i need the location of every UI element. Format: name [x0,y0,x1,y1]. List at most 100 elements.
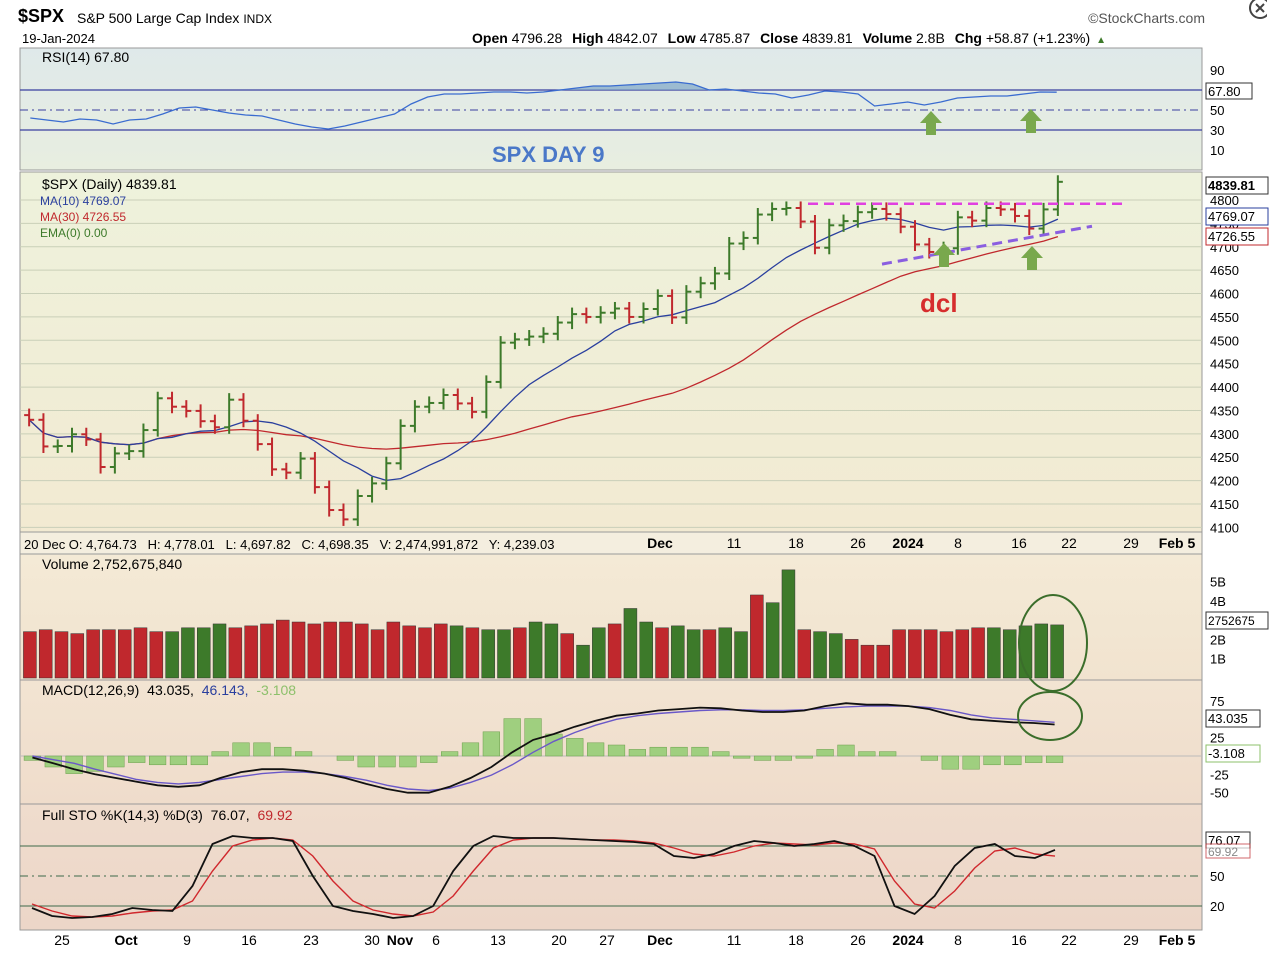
macd-histogram-bar [232,742,250,757]
x-axis-label: 9 [183,932,191,948]
sto-d-tag: 69.92 [1205,843,1251,859]
index-name: S&P 500 Large Cap Index INDX [77,10,272,26]
chart-date: 19-Jan-2024 [22,31,95,46]
rsi-plot [20,81,1202,135]
volume-bar [386,621,401,679]
volume-plot [23,569,1088,692]
volume-bar [370,629,385,679]
svg-text:-3.108: -3.108 [1208,746,1245,761]
volume-bar [987,627,1001,679]
open-label: Open [472,30,508,46]
volume-bar [702,629,717,679]
macd-histogram-bar [941,755,959,770]
volume-bar [639,621,653,679]
volume-bar [38,629,53,679]
macd-histogram-bar [858,751,876,757]
svg-text:4769.07: 4769.07 [1208,209,1255,224]
x-axis-label: Nov [387,932,414,948]
svg-text:2752675: 2752675 [1208,614,1255,628]
rsi-tick-label: 50 [1210,103,1224,118]
volume-bar [734,631,748,679]
volume-bar [465,627,480,679]
svg-text:69.92: 69.92 [1208,845,1238,859]
macd-histogram-bar [816,749,834,757]
macd-histogram-bar [128,755,146,763]
mid-axis-label: 22 [1061,535,1077,551]
close-icon[interactable] [1247,0,1269,20]
volume-bar [860,644,875,679]
volume-bar [797,629,811,679]
price-tick-label: 4800 [1210,193,1239,208]
mid-axis-label: 2024 [892,535,923,551]
rsi-tick-label: 10 [1210,143,1224,158]
price-tick-label: 4550 [1210,310,1239,325]
volume-bar [908,629,922,679]
mid-axis-label: 11 [727,535,742,551]
sto-tick-label: 20 [1210,899,1224,914]
volume-bar [781,569,796,679]
macd-histogram-bar [169,755,188,766]
sto-label: Full STO %K(14,3) %D(3) [42,807,203,823]
mid-axis-label: Dec [647,535,673,551]
macd-histogram-bar [1045,755,1064,763]
volume-bar [212,623,227,679]
volume-highlight-circle [1018,594,1088,692]
volume-tick-label: 1B [1210,652,1226,667]
volume-bar [513,627,527,679]
price-tick-label: 4200 [1210,474,1239,489]
macd-histogram-bar [712,751,730,757]
x-axis-label: 13 [490,932,506,948]
sto-tick-label: 50 [1210,869,1224,884]
dcl-annotation: dcl [920,288,958,318]
macd-histogram-bar [274,746,292,757]
grid-lines [20,199,1202,528]
x-axis-label: 27 [599,932,615,948]
up-arrow-icon [920,111,942,135]
macd-histogram-bar [753,755,772,761]
volume-bar [560,633,574,679]
chg-up-icon: ▲ [1096,35,1107,46]
volume-bar [117,629,132,679]
macd-histogram-bar [920,755,939,761]
volume-bar [323,621,337,679]
macd-histogram-bar [503,718,521,757]
stockcharts-logo[interactable]: ©StockCharts.com [1088,10,1205,26]
macd-panel-bg [19,679,1203,805]
macd-histogram-bar [524,718,542,757]
volume-bar [70,633,85,679]
sto-legend: Full STO %K(14,3) %D(3) 76.07, 69.92 [42,807,293,823]
volume-bar [623,608,638,679]
macd-histogram-bar [649,746,667,757]
close-value: 4839.81 [802,30,853,46]
hist-value: -3.108 [256,682,296,698]
price-tick-label: 4400 [1210,380,1239,395]
sto-d-value: 69.92 [258,807,293,823]
macd-histogram-bar [420,755,438,763]
price-legend-ma10: MA(10) 4769.07 [40,194,126,208]
volume-bar [655,627,669,679]
volume-bar [418,627,432,679]
sto-k-line [31,835,1056,919]
volume-bar [197,627,211,679]
info-bar: 20 Dec O: 4,764.73 H: 4,778.01 L: 4,697.… [24,537,555,552]
volume-bar [244,625,258,679]
macd-histogram-bar [336,755,354,761]
macd-histogram-bar [190,755,208,766]
x-axis-label: 25 [54,932,70,948]
chg-label: Chg [954,30,982,46]
chg-value: +58.87 (+1.23%) [985,30,1091,46]
close-label: Close [760,30,799,46]
price-tick-label: 4450 [1210,357,1239,372]
volume-bar [402,625,416,679]
price-tick-label: 4300 [1210,427,1239,442]
volume-tick-label: 5B [1210,574,1226,589]
macd-histogram-bar [107,755,125,768]
svg-text:43.035: 43.035 [1208,711,1248,726]
volume-bar [923,629,938,679]
svg-text:4839.81: 4839.81 [1208,178,1255,193]
x-axis-label: Oct [114,932,138,948]
macd-histogram-bar [774,755,792,761]
macd-histogram-bar [795,755,813,759]
up-arrow-icon [1021,246,1043,270]
